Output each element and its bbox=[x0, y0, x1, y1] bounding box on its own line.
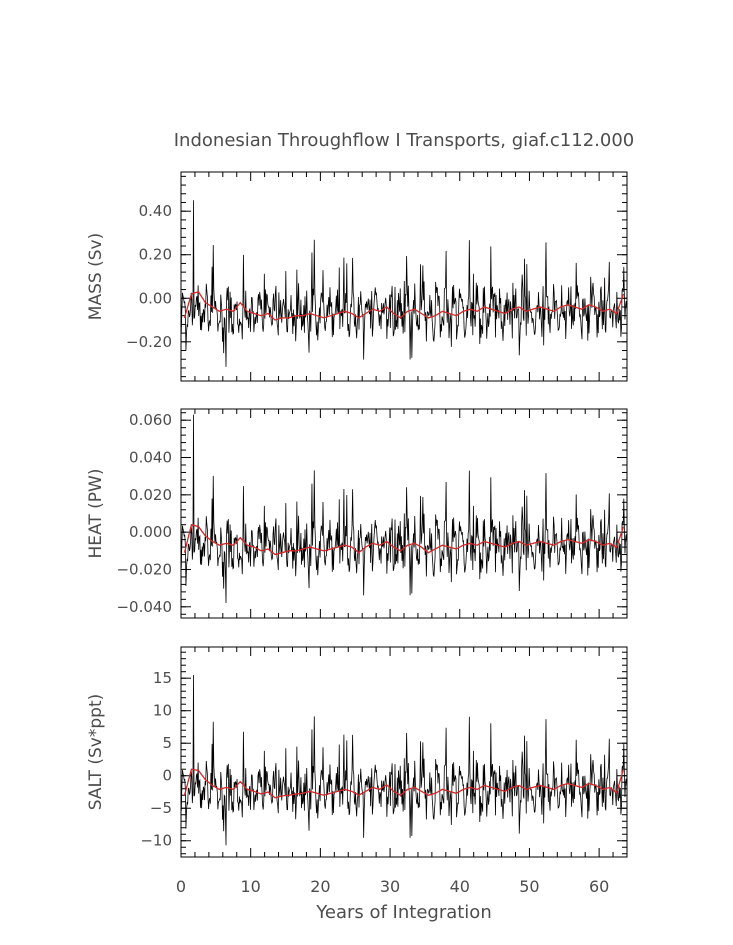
chart-title: Indonesian Throughflow I Transports, gia… bbox=[174, 130, 635, 151]
x-tick-label: 50 bbox=[519, 877, 539, 896]
y-axis-label-heat: HEAT (PW) bbox=[86, 469, 106, 559]
panel-heat: −0.040 −0.020 0.000 0.020 0.040 0.060 HEAT (PW… bbox=[86, 408, 628, 619]
x-tick-label: 20 bbox=[310, 877, 330, 896]
y-tick-label: 0.040 bbox=[129, 449, 172, 467]
series-monthly-salt bbox=[181, 674, 627, 846]
y-axis-label-mass: MASS (Sv) bbox=[86, 233, 106, 320]
x-tick-label: 40 bbox=[450, 877, 470, 896]
x-tick-label: 60 bbox=[589, 877, 609, 896]
y-tick-label: 0 bbox=[162, 767, 172, 785]
series-monthly-mass bbox=[181, 200, 627, 367]
y-tick-label: 5 bbox=[162, 734, 172, 752]
y-tick-label: −0.20 bbox=[126, 333, 172, 351]
y-tick-label: −0.020 bbox=[116, 560, 172, 578]
plot-frame-salt bbox=[180, 646, 628, 858]
plot-frame-mass bbox=[180, 171, 628, 382]
y-tick-label: −5 bbox=[150, 799, 172, 817]
series-annual-heat bbox=[183, 523, 625, 556]
x-axis-label: Years of Integration bbox=[315, 902, 491, 923]
x-tick-label: 0 bbox=[176, 877, 186, 896]
x-tick-labels: 0 10 20 30 40 50 60 bbox=[176, 877, 609, 896]
y-tick-label: 15 bbox=[153, 669, 172, 687]
series-annual-salt bbox=[183, 768, 625, 799]
y-tick-label: 0.40 bbox=[139, 202, 172, 220]
y-tick-label: 10 bbox=[153, 702, 172, 720]
y-tick-label: 0.020 bbox=[129, 486, 172, 504]
y-tick-label: 0.000 bbox=[129, 523, 172, 541]
y-tick-label: 0.060 bbox=[129, 411, 172, 429]
series-annual-mass bbox=[183, 290, 625, 321]
panel-salt: −10 −5 0 5 10 15 SALT (Sv*ppt) bbox=[86, 646, 628, 858]
y-tick-label: 0.00 bbox=[139, 289, 172, 307]
y-tick-label: −10 bbox=[140, 832, 172, 850]
series-monthly-heat bbox=[181, 414, 627, 604]
y-tick-label: −0.040 bbox=[116, 598, 172, 616]
y-tick-label: 0.20 bbox=[139, 246, 172, 264]
x-tick-label: 10 bbox=[241, 877, 261, 896]
y-axis-label-salt: SALT (Sv*ppt) bbox=[86, 694, 106, 811]
x-tick-label: 30 bbox=[380, 877, 400, 896]
panel-mass: −0.20 0.00 0.20 0.40 MASS (Sv) bbox=[86, 171, 628, 382]
